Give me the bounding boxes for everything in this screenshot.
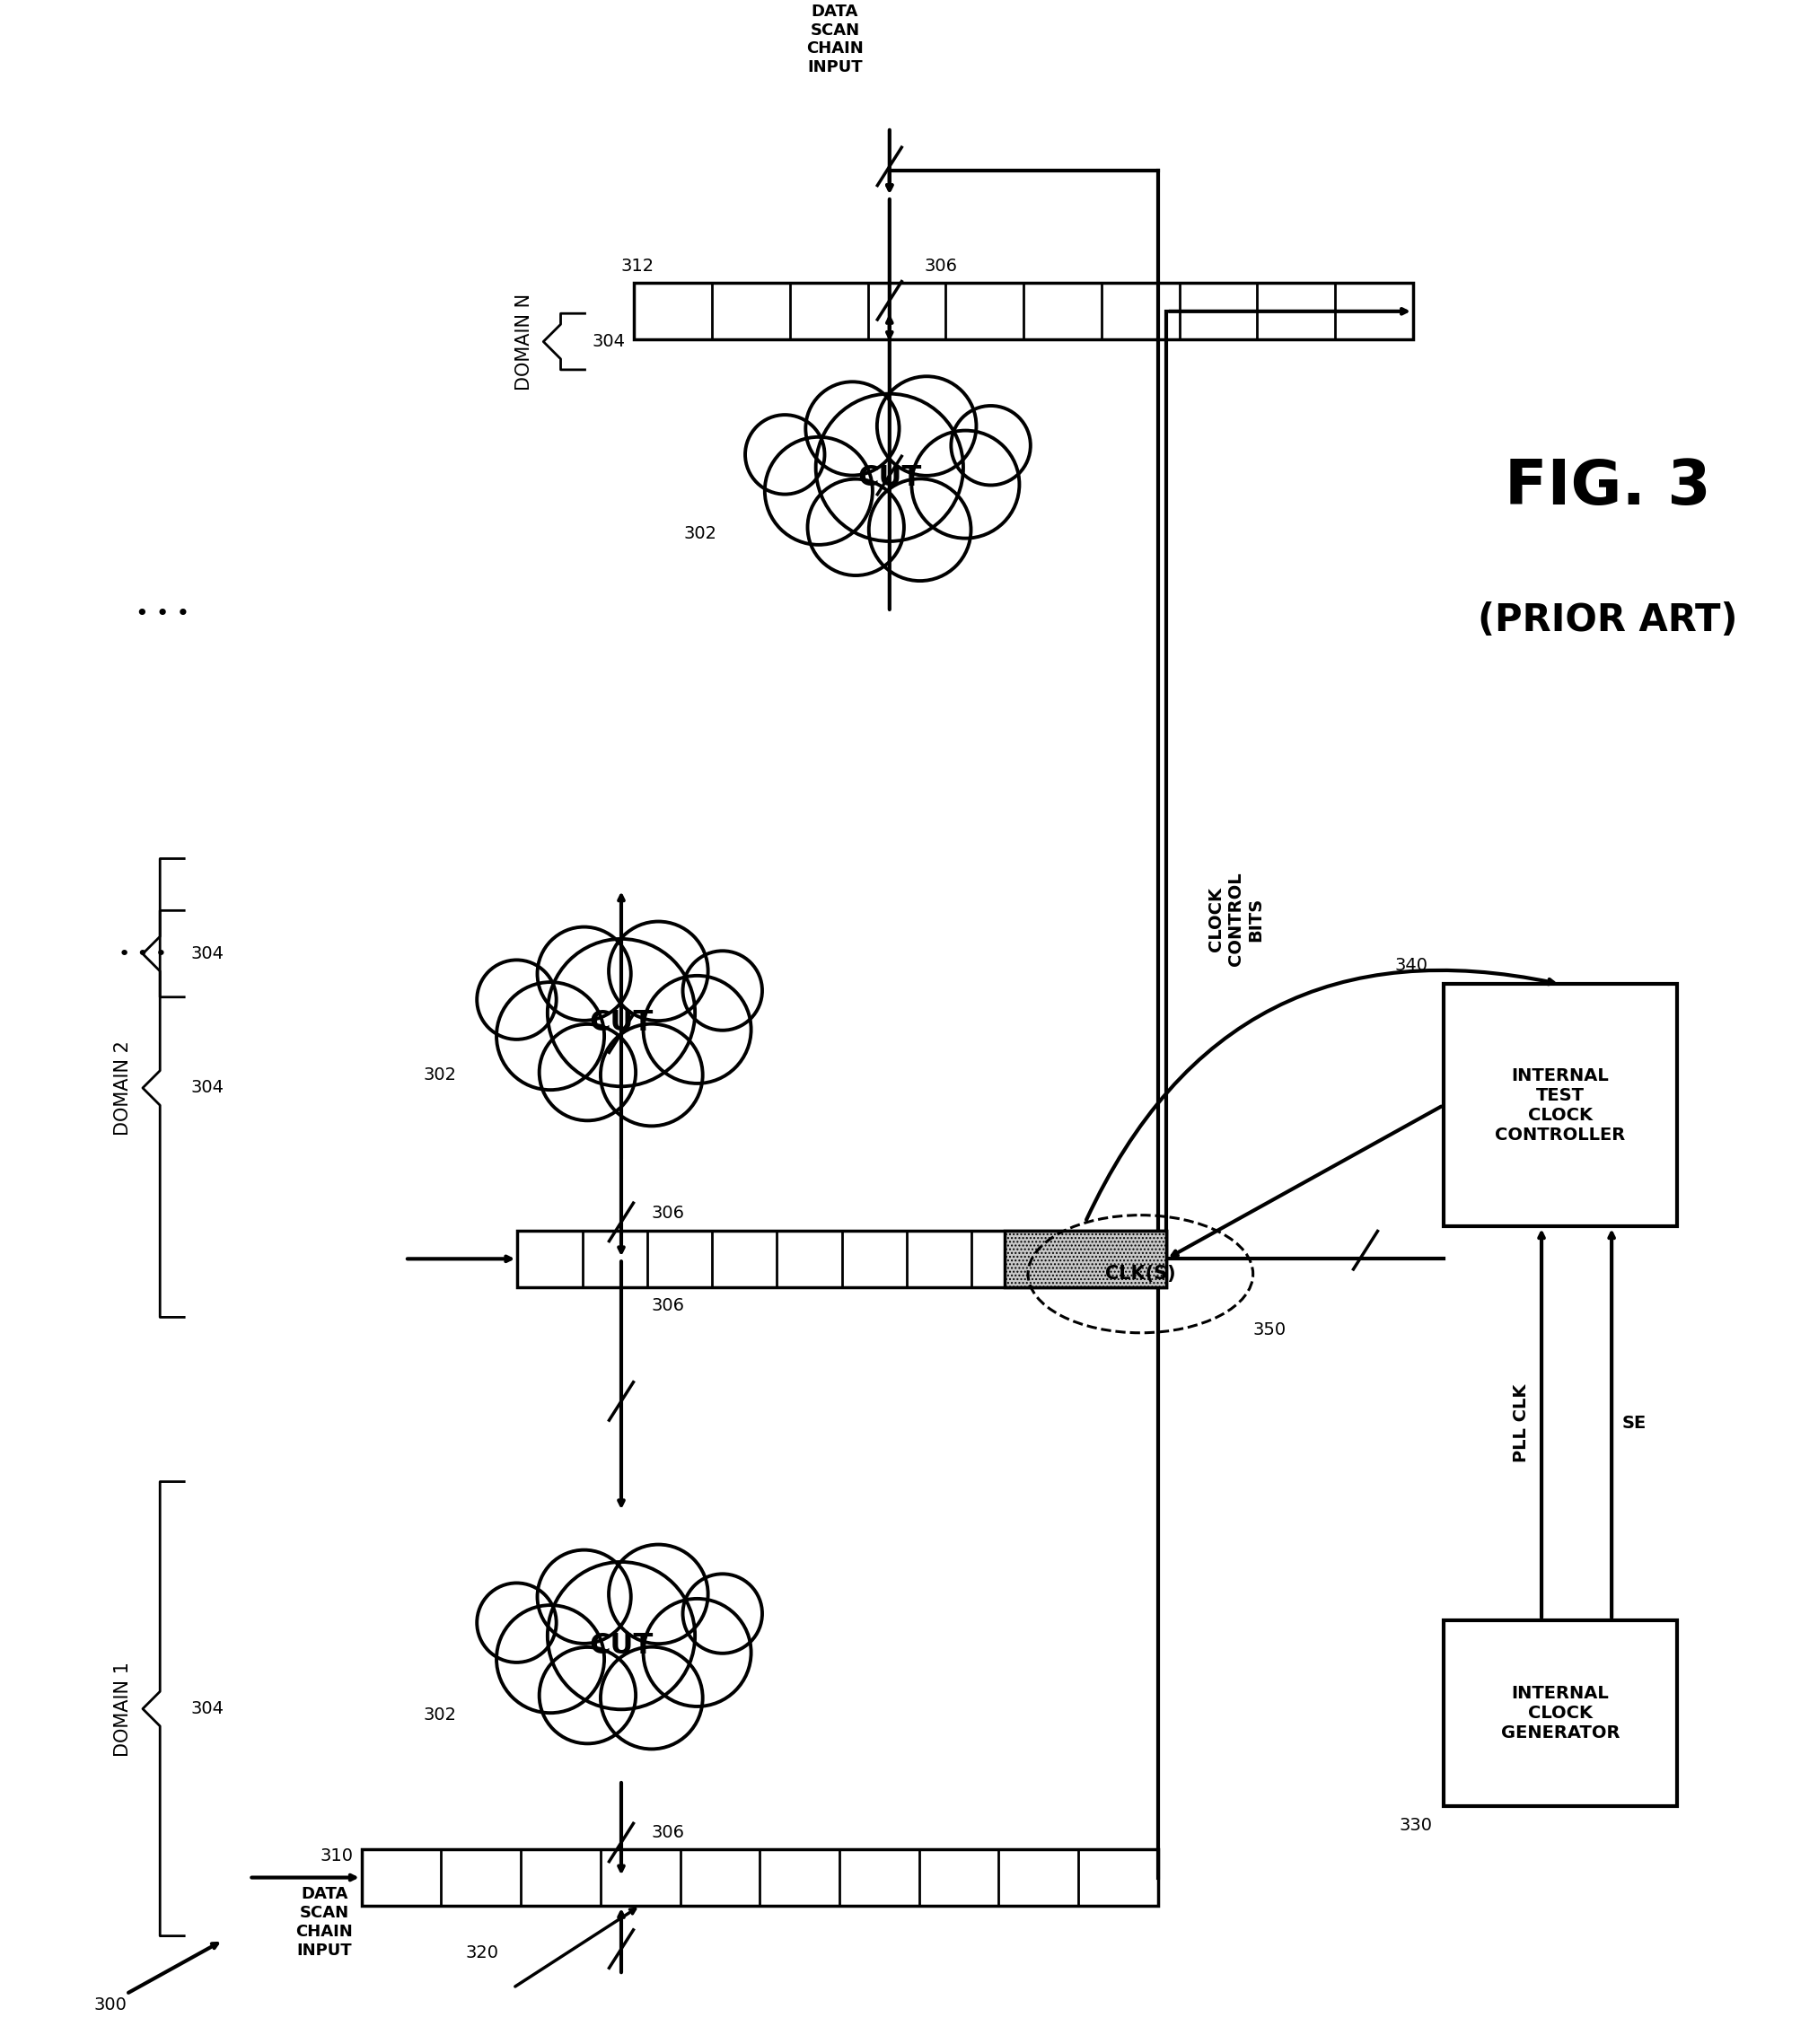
Text: 306: 306 bbox=[924, 258, 958, 274]
Text: 310: 310 bbox=[320, 1848, 353, 1864]
Circle shape bbox=[644, 1598, 751, 1707]
Text: 304: 304 bbox=[191, 1079, 224, 1096]
Text: 302: 302 bbox=[424, 1707, 456, 1723]
Bar bbox=[634, 284, 1413, 339]
Text: • • •: • • • bbox=[118, 944, 167, 963]
Bar bbox=[362, 1850, 1158, 1905]
Text: DATA
SCAN
CHAIN
INPUT: DATA SCAN CHAIN INPUT bbox=[807, 4, 864, 76]
Bar bbox=[1443, 1621, 1676, 1807]
Text: 320: 320 bbox=[465, 1944, 498, 1962]
Text: DATA
SCAN
CHAIN
INPUT: DATA SCAN CHAIN INPUT bbox=[296, 1887, 353, 1958]
Text: 306: 306 bbox=[651, 1298, 685, 1314]
Bar bbox=[1004, 1230, 1167, 1288]
Text: INTERNAL
CLOCK
GENERATOR: INTERNAL CLOCK GENERATOR bbox=[1500, 1684, 1620, 1741]
Circle shape bbox=[876, 376, 976, 476]
Text: 300: 300 bbox=[95, 1997, 127, 2013]
Circle shape bbox=[538, 926, 631, 1020]
Text: CUT: CUT bbox=[858, 464, 922, 493]
Circle shape bbox=[547, 938, 694, 1087]
Circle shape bbox=[805, 382, 900, 476]
Text: (PRIOR ART): (PRIOR ART) bbox=[1478, 601, 1738, 640]
Circle shape bbox=[951, 407, 1031, 484]
Circle shape bbox=[765, 437, 873, 546]
Circle shape bbox=[540, 1024, 636, 1120]
Text: 306: 306 bbox=[651, 1823, 685, 1842]
Text: SE: SE bbox=[1622, 1414, 1647, 1431]
Circle shape bbox=[609, 922, 707, 1020]
Text: 340: 340 bbox=[1394, 957, 1427, 973]
Circle shape bbox=[684, 1574, 762, 1654]
Text: 304: 304 bbox=[593, 333, 625, 350]
Text: 304: 304 bbox=[191, 944, 224, 963]
Text: INTERNAL
TEST
CLOCK
CONTROLLER: INTERNAL TEST CLOCK CONTROLLER bbox=[1494, 1067, 1625, 1143]
Text: 350: 350 bbox=[1253, 1322, 1287, 1339]
Text: 302: 302 bbox=[424, 1067, 456, 1083]
Circle shape bbox=[644, 975, 751, 1083]
Text: 330: 330 bbox=[1398, 1817, 1433, 1833]
Circle shape bbox=[476, 961, 556, 1040]
Text: 302: 302 bbox=[684, 525, 716, 542]
Circle shape bbox=[540, 1647, 636, 1744]
Bar bbox=[1443, 983, 1676, 1226]
Circle shape bbox=[684, 950, 762, 1030]
Circle shape bbox=[496, 981, 604, 1089]
Text: DOMAIN 1: DOMAIN 1 bbox=[115, 1662, 133, 1756]
Text: CUT: CUT bbox=[589, 1010, 653, 1036]
Bar bbox=[518, 1230, 1167, 1288]
Circle shape bbox=[547, 1562, 694, 1709]
Text: DOMAIN 2: DOMAIN 2 bbox=[115, 1040, 133, 1136]
Circle shape bbox=[816, 394, 964, 542]
Text: 304: 304 bbox=[191, 1701, 224, 1717]
Text: DOMAIN N: DOMAIN N bbox=[514, 292, 533, 390]
Text: • • •: • • • bbox=[136, 603, 189, 625]
Circle shape bbox=[745, 415, 825, 495]
Text: PLL CLK: PLL CLK bbox=[1513, 1384, 1529, 1461]
Circle shape bbox=[807, 478, 904, 576]
Circle shape bbox=[869, 478, 971, 580]
Circle shape bbox=[609, 1545, 707, 1643]
Text: 312: 312 bbox=[622, 258, 654, 274]
Text: CLK(S): CLK(S) bbox=[1105, 1265, 1176, 1284]
Text: CUT: CUT bbox=[589, 1633, 653, 1660]
Circle shape bbox=[538, 1549, 631, 1643]
Circle shape bbox=[600, 1024, 704, 1126]
Text: CLOCK
CONTROL
BITS: CLOCK CONTROL BITS bbox=[1207, 873, 1264, 967]
Text: 306: 306 bbox=[651, 1206, 685, 1222]
Circle shape bbox=[600, 1647, 704, 1750]
Circle shape bbox=[476, 1582, 556, 1662]
Circle shape bbox=[496, 1605, 604, 1713]
Circle shape bbox=[911, 431, 1020, 538]
Text: FIG. 3: FIG. 3 bbox=[1505, 456, 1711, 517]
